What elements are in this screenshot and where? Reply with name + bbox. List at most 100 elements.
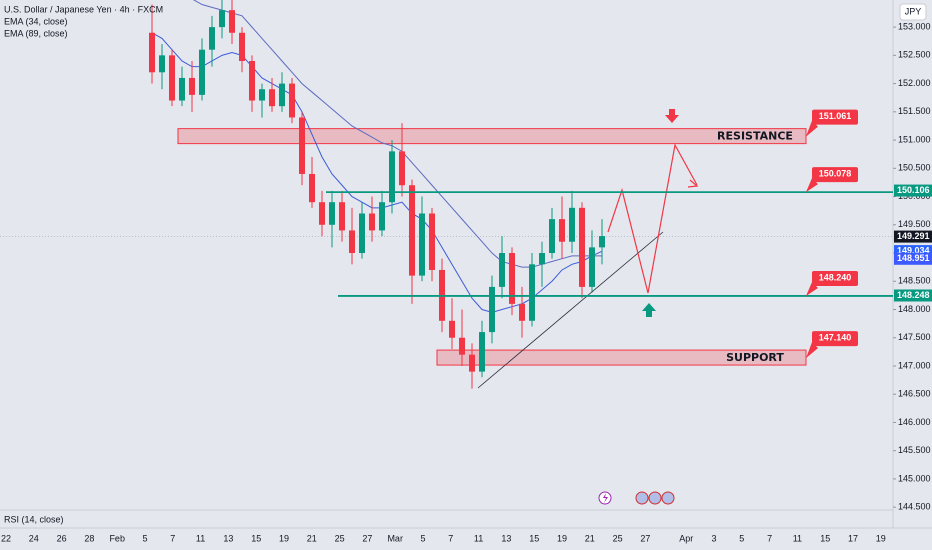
- candle-body: [579, 207, 585, 287]
- trend-line: [477, 231, 664, 389]
- x-tick-label: 25: [335, 533, 345, 543]
- zone-label: RESISTANCE: [717, 130, 793, 143]
- candle-body: [219, 10, 225, 28]
- badge-label: 147.140: [819, 332, 852, 342]
- value-badge: [812, 331, 858, 347]
- candle-body: [589, 247, 595, 287]
- x-tick-label: 26: [57, 533, 67, 543]
- x-tick-label: 19: [876, 533, 886, 543]
- y-tick-label: 152.500: [898, 50, 931, 60]
- candle-body: [309, 173, 315, 203]
- ema-line: [192, 0, 602, 268]
- candle-body: [549, 219, 555, 254]
- axis-price-label: [894, 252, 932, 265]
- candle-body: [259, 89, 265, 101]
- y-tick-label: 144.500: [898, 502, 931, 512]
- x-tick-label: 27: [640, 533, 650, 543]
- value-badge: [812, 270, 858, 286]
- y-tick-label: 148.500: [898, 276, 931, 286]
- up-arrow: [642, 303, 656, 317]
- y-tick-label: 150.500: [898, 163, 931, 173]
- x-tick-label: 15: [251, 533, 261, 543]
- x-tick-label: 5: [142, 533, 147, 543]
- event-icon[interactable]: [648, 491, 662, 505]
- candle-body: [199, 49, 205, 95]
- down-arrow: [665, 109, 679, 123]
- axis-price-label: [894, 184, 932, 197]
- candle-body: [339, 202, 345, 231]
- x-tick-label: 24: [29, 533, 39, 543]
- candle-body: [559, 219, 565, 242]
- candle-body: [469, 354, 475, 372]
- x-tick-label: 11: [196, 533, 205, 543]
- legend-entry: EMA (89, close): [4, 28, 68, 38]
- candle-body: [509, 253, 515, 304]
- zone-box: [436, 349, 807, 366]
- axis-price-label: [894, 289, 932, 302]
- y-tick-label: 145.000: [898, 473, 931, 483]
- candle-body: [499, 253, 505, 287]
- x-tick-label: 7: [170, 533, 175, 543]
- y-tick-label: 151.500: [898, 106, 931, 116]
- event-icon-bolt: [603, 493, 608, 503]
- event-icon[interactable]: [635, 491, 649, 505]
- event-icon[interactable]: [661, 491, 675, 505]
- x-tick-label: Feb: [109, 533, 125, 543]
- candle-body: [539, 253, 545, 265]
- x-tick-label: 27: [362, 533, 372, 543]
- candle-body: [459, 337, 465, 355]
- badge-label: 151.061: [819, 111, 852, 121]
- candle-body: [229, 10, 235, 33]
- candle-body: [369, 213, 375, 231]
- candle-body: [269, 89, 275, 107]
- y-tick-label: 149.500: [898, 219, 931, 229]
- zone-box: [177, 128, 807, 145]
- candle-body: [209, 27, 215, 50]
- x-tick-label: 22: [1, 533, 11, 543]
- value-badge: [812, 167, 858, 183]
- candle-body: [239, 32, 245, 61]
- candle-body: [149, 32, 155, 73]
- x-tick-label: Apr: [679, 533, 693, 543]
- x-tick-label: 28: [84, 533, 94, 543]
- candle-body: [249, 60, 255, 101]
- candle-body: [419, 213, 425, 276]
- x-tick-label: 17: [848, 533, 858, 543]
- projection-arrow: [687, 179, 699, 188]
- candle-body: [359, 213, 365, 254]
- candle-body: [179, 77, 185, 101]
- y-tick-label: 148.000: [898, 304, 931, 314]
- candle-body: [519, 303, 525, 321]
- y-tick-label: 147.500: [898, 332, 931, 342]
- y-tick-label: 153.000: [898, 21, 931, 31]
- x-tick-label: 5: [420, 533, 425, 543]
- axis-price-text: 148.248: [897, 290, 930, 300]
- y-tick-label: 147.000: [898, 360, 931, 370]
- candle-body: [279, 83, 285, 107]
- x-tick-label: 11: [793, 533, 802, 543]
- y-tick-label: 151.000: [898, 134, 931, 144]
- ema-line: [151, 32, 603, 313]
- candle-body: [409, 185, 415, 276]
- legend-entry: EMA (34, close): [4, 16, 68, 26]
- candle-body: [169, 55, 175, 101]
- candle-body: [489, 286, 495, 333]
- candle-body: [189, 77, 195, 95]
- x-tick-label: 3: [711, 533, 716, 543]
- currency-label: JPY: [905, 6, 922, 16]
- x-tick-label: 7: [767, 533, 772, 543]
- x-tick-label: Mar: [387, 533, 403, 543]
- x-tick-label: 25: [613, 533, 623, 543]
- x-tick-label: 13: [501, 533, 511, 543]
- x-tick-label: 21: [307, 533, 317, 543]
- axis-price-text: 148.951: [897, 253, 930, 263]
- currency-button[interactable]: [899, 3, 927, 21]
- x-tick-label: 19: [557, 533, 567, 543]
- candle-body: [449, 320, 455, 338]
- x-tick-label: 21: [585, 533, 595, 543]
- axis-price-text: 149.291: [897, 231, 930, 241]
- value-badge: [812, 109, 858, 125]
- x-tick-label: 11: [474, 533, 483, 543]
